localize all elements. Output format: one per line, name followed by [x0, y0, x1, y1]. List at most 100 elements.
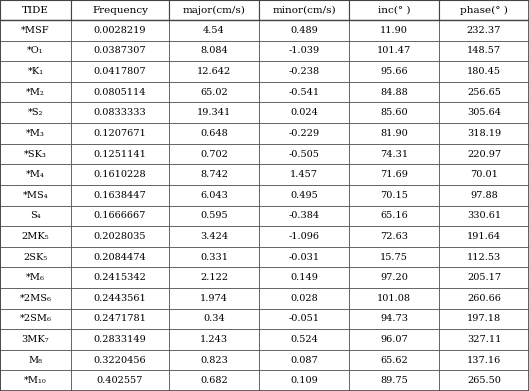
Bar — [349, 370, 439, 391]
Bar — [259, 308, 349, 329]
Bar — [71, 164, 169, 185]
Text: 71.69: 71.69 — [380, 170, 408, 179]
Bar — [71, 123, 169, 144]
Bar — [0, 226, 71, 247]
Text: 65.02: 65.02 — [200, 88, 228, 97]
Bar — [349, 61, 439, 82]
Bar — [439, 0, 529, 20]
Text: 0.109: 0.109 — [290, 376, 318, 385]
Text: 265.50: 265.50 — [467, 376, 501, 385]
Text: 101.08: 101.08 — [377, 294, 411, 303]
Bar — [71, 247, 169, 267]
Text: 197.18: 197.18 — [467, 314, 501, 323]
Bar — [259, 226, 349, 247]
Bar — [169, 82, 259, 102]
Text: 1.457: 1.457 — [290, 170, 318, 179]
Text: 260.66: 260.66 — [467, 294, 501, 303]
Bar — [0, 61, 71, 82]
Bar — [169, 226, 259, 247]
Bar — [71, 370, 169, 391]
Bar — [71, 102, 169, 123]
Text: 2MK₅: 2MK₅ — [22, 232, 49, 241]
Bar — [71, 20, 169, 41]
Bar — [71, 82, 169, 102]
Text: 0.648: 0.648 — [200, 129, 228, 138]
Bar — [71, 41, 169, 61]
Text: 112.53: 112.53 — [467, 253, 501, 262]
Text: -0.505: -0.505 — [289, 149, 320, 158]
Text: 0.524: 0.524 — [290, 335, 318, 344]
Text: 318.19: 318.19 — [467, 129, 501, 138]
Text: 1.974: 1.974 — [200, 294, 228, 303]
Bar — [439, 206, 529, 226]
Bar — [0, 164, 71, 185]
Bar — [71, 61, 169, 82]
Text: 65.62: 65.62 — [380, 355, 408, 364]
Bar — [349, 329, 439, 350]
Bar — [71, 206, 169, 226]
Text: *2MS₆: *2MS₆ — [20, 294, 51, 303]
Bar — [169, 144, 259, 164]
Text: 89.75: 89.75 — [380, 376, 408, 385]
Bar — [259, 350, 349, 370]
Text: -1.096: -1.096 — [288, 232, 320, 241]
Bar — [439, 123, 529, 144]
Bar — [349, 206, 439, 226]
Bar — [439, 164, 529, 185]
Bar — [259, 185, 349, 206]
Text: 0.0805114: 0.0805114 — [94, 88, 146, 97]
Bar — [169, 164, 259, 185]
Text: 137.16: 137.16 — [467, 355, 501, 364]
Text: *S₂: *S₂ — [28, 108, 43, 117]
Bar — [439, 102, 529, 123]
Text: 95.66: 95.66 — [380, 67, 408, 76]
Text: -0.238: -0.238 — [288, 67, 320, 76]
Bar — [349, 267, 439, 288]
Bar — [259, 0, 349, 20]
Bar — [439, 288, 529, 308]
Text: 3.424: 3.424 — [200, 232, 228, 241]
Bar — [0, 350, 71, 370]
Text: 12.642: 12.642 — [197, 67, 231, 76]
Bar — [0, 267, 71, 288]
Text: 0.823: 0.823 — [200, 355, 228, 364]
Text: 0.1666667: 0.1666667 — [94, 211, 146, 221]
Bar — [259, 144, 349, 164]
Text: *SK₃: *SK₃ — [24, 149, 47, 158]
Bar — [169, 0, 259, 20]
Bar — [169, 41, 259, 61]
Bar — [0, 247, 71, 267]
Bar — [439, 308, 529, 329]
Bar — [439, 329, 529, 350]
Bar — [0, 82, 71, 102]
Text: 0.331: 0.331 — [200, 253, 228, 262]
Bar — [169, 185, 259, 206]
Bar — [259, 370, 349, 391]
Text: *M₂: *M₂ — [26, 88, 45, 97]
Text: -0.384: -0.384 — [288, 211, 320, 221]
Text: 2.122: 2.122 — [200, 273, 228, 282]
Text: 0.3220456: 0.3220456 — [94, 355, 147, 364]
Bar — [439, 61, 529, 82]
Bar — [439, 20, 529, 41]
Bar — [0, 0, 71, 20]
Text: -1.039: -1.039 — [288, 47, 320, 56]
Bar — [259, 82, 349, 102]
Text: inc(° ): inc(° ) — [378, 5, 411, 14]
Bar — [439, 267, 529, 288]
Text: *MS₄: *MS₄ — [23, 191, 48, 200]
Bar — [169, 267, 259, 288]
Bar — [71, 267, 169, 288]
Text: *M₆: *M₆ — [26, 273, 45, 282]
Text: 0.682: 0.682 — [200, 376, 228, 385]
Bar — [349, 288, 439, 308]
Text: 101.47: 101.47 — [377, 47, 411, 56]
Text: 2SK₅: 2SK₅ — [23, 253, 48, 262]
Bar — [259, 247, 349, 267]
Text: 0.1251141: 0.1251141 — [94, 149, 147, 158]
Bar — [169, 247, 259, 267]
Text: 70.01: 70.01 — [470, 170, 498, 179]
Bar — [349, 164, 439, 185]
Text: *M₄: *M₄ — [26, 170, 45, 179]
Text: 72.63: 72.63 — [380, 232, 408, 241]
